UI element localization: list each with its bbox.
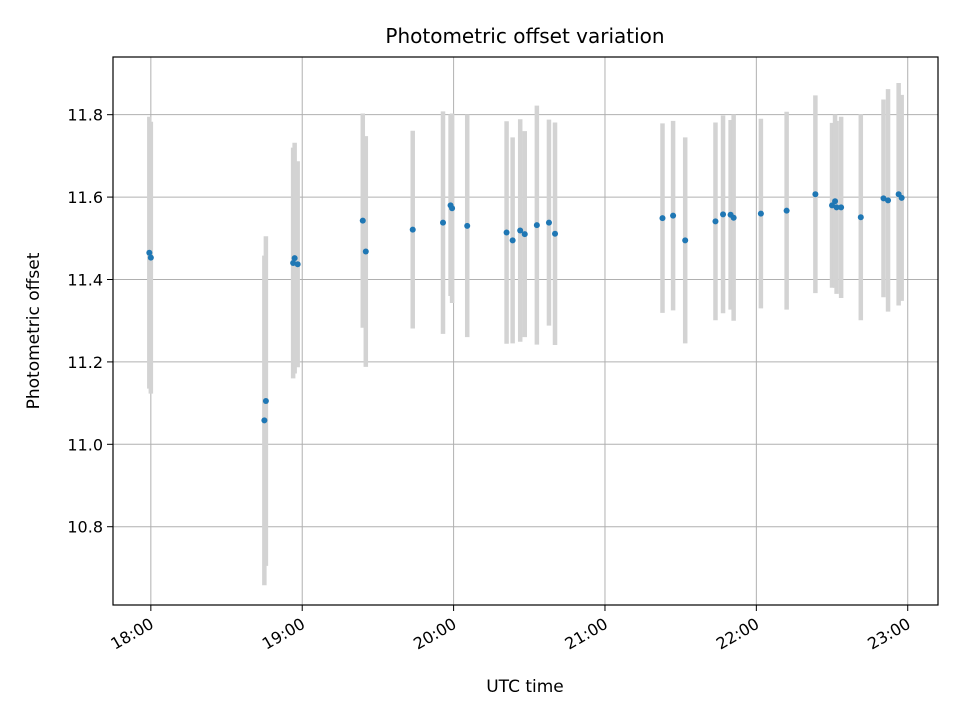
data-point [261,417,268,424]
plot-frame [112,56,939,606]
data-point [409,226,416,233]
y-tick-label: 11.8 [67,106,103,125]
y-axis: 10.8 11.0 11.2 11.4 11.6 11.8 [67,106,113,537]
data-point [885,197,892,204]
data-point [503,229,510,236]
data-point [898,194,905,201]
data-point [712,218,719,225]
data-point [812,191,819,198]
data-point [291,255,298,262]
data-point [449,205,456,212]
data-point [262,398,269,405]
data-point [783,207,790,214]
data-point [521,231,528,238]
data-point [838,204,845,211]
data-point [533,222,540,229]
y-axis-label: Photometric offset [24,252,44,409]
data-point [832,198,839,205]
data-point [545,219,552,226]
data-point [146,249,153,256]
data-point [682,237,689,244]
data-point [440,219,446,226]
y-tick-label: 10.8 [67,518,103,537]
point-layer [146,191,905,424]
data-point [757,210,764,217]
data-point [880,195,887,202]
data-point [829,202,836,209]
data-point [290,260,297,267]
chart-title: Photometric offset variation [385,24,664,48]
data-point [833,204,840,211]
y-tick-label: 11.4 [67,270,103,289]
data-point [659,215,666,222]
y-tick-label: 11.6 [67,188,103,207]
data-point [464,222,471,229]
data-point [720,211,727,218]
data-point [670,212,677,219]
data-point [730,214,737,221]
data-point [857,214,864,221]
data-point [359,217,366,224]
x-axis-label: UTC time [486,677,564,697]
y-tick-label: 11.0 [67,435,103,454]
data-point [147,254,154,261]
data-point [517,227,524,234]
data-point [509,237,516,244]
y-tick-label: 11.2 [67,353,103,372]
data-point [362,248,369,255]
data-point [552,230,559,237]
data-point [294,261,301,268]
